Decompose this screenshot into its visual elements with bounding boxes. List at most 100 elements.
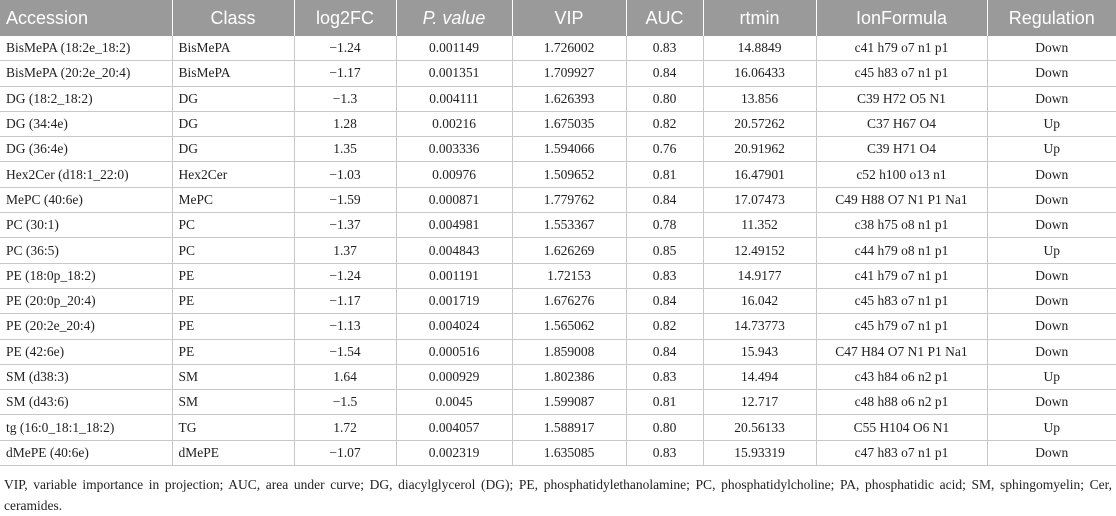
- cell-log2fc: −1.13: [294, 313, 397, 340]
- cell-regulation: Down: [987, 161, 1116, 188]
- cell-class: dMePE: [172, 440, 295, 467]
- cell-accession: PC (36:5): [0, 237, 173, 264]
- cell-accession: PE (18:0p_18:2): [0, 263, 173, 289]
- cell-ionformula: c45 h79 o7 n1 p1: [816, 313, 988, 340]
- cell-class: DG: [172, 86, 295, 112]
- cell-auc: 0.83: [626, 36, 704, 62]
- cell-vip: 1.859008: [512, 339, 627, 365]
- cell-accession: DG (34:4e): [0, 111, 173, 138]
- cell-rtmin: 16.47901: [703, 161, 817, 188]
- cell-regulation: Up: [987, 414, 1116, 441]
- cell-rtmin: 16.042: [703, 288, 817, 315]
- cell-ionformula: C47 H84 O7 N1 P1 Na1: [816, 339, 988, 365]
- cell-auc: 0.82: [626, 313, 704, 340]
- cell-p-value: 0.00976: [396, 161, 513, 188]
- cell-auc: 0.84: [626, 60, 704, 87]
- table-row: DG (34:4e) DG 1.28 0.00216 1.675035 0.82 20.57…: [0, 111, 1116, 138]
- cell-ionformula: C49 H88 O7 N1 P1 Na1: [816, 187, 988, 214]
- cell-vip: 1.565062: [512, 313, 627, 340]
- cell-class: BisMePA: [172, 36, 295, 62]
- cell-vip: 1.802386: [512, 364, 627, 391]
- cell-p-value: 0.001719: [396, 288, 513, 315]
- table-row: BisMePA (18:2e_18:2) BisMePA −1.24 0.001149…: [0, 36, 1116, 62]
- cell-rtmin: 20.57262: [703, 111, 817, 138]
- cell-class: PC: [172, 212, 295, 239]
- table-row: Hex2Cer (d18:1_22:0) Hex2Cer −1.03 0.00976 1…: [0, 161, 1116, 188]
- cell-p-value: 0.001351: [396, 60, 513, 87]
- table-row: BisMePA (20:2e_20:4) BisMePA −1.17 0.001351…: [0, 60, 1116, 87]
- cell-regulation: Up: [987, 136, 1116, 163]
- cell-ionformula: c45 h83 o7 n1 p1: [816, 60, 988, 87]
- cell-accession: MePC (40:6e): [0, 187, 173, 214]
- cell-log2fc: −1.37: [294, 212, 397, 239]
- cell-class: PC: [172, 237, 295, 264]
- cell-auc: 0.80: [626, 414, 704, 441]
- cell-ionformula: c45 h83 o7 n1 p1: [816, 288, 988, 315]
- table-row: dMePE (40:6e) dMePE −1.07 0.002319 1.635085 0…: [0, 440, 1116, 467]
- cell-vip: 1.676276: [512, 288, 627, 315]
- cell-vip: 1.626269: [512, 237, 627, 264]
- cell-accession: DG (36:4e): [0, 136, 173, 163]
- table-row: PE (18:0p_18:2) PE −1.24 0.001191 1.72153 0.8…: [0, 263, 1116, 289]
- cell-rtmin: 11.352: [703, 212, 817, 239]
- cell-p-value: 0.00216: [396, 111, 513, 138]
- header-accession: Accession: [0, 0, 173, 36]
- cell-regulation: Down: [987, 212, 1116, 239]
- cell-class: MePC: [172, 187, 295, 214]
- cell-p-value: 0.004981: [396, 212, 513, 239]
- cell-log2fc: −1.24: [294, 36, 397, 62]
- cell-log2fc: −1.5: [294, 389, 397, 416]
- cell-p-value: 0.000871: [396, 187, 513, 214]
- header-auc: AUC: [626, 0, 704, 36]
- cell-log2fc: −1.17: [294, 288, 397, 315]
- cell-vip: 1.626393: [512, 86, 627, 112]
- cell-ionformula: c47 h83 o7 n1 p1: [816, 440, 988, 467]
- cell-rtmin: 15.943: [703, 339, 817, 365]
- cell-auc: 0.84: [626, 187, 704, 214]
- cell-vip: 1.588917: [512, 414, 627, 441]
- cell-p-value: 0.004057: [396, 414, 513, 441]
- cell-auc: 0.84: [626, 288, 704, 315]
- cell-ionformula: c43 h84 o6 n2 p1: [816, 364, 988, 391]
- cell-class: PE: [172, 288, 295, 315]
- cell-rtmin: 20.56133: [703, 414, 817, 441]
- header-rtmin: rtmin: [703, 0, 817, 36]
- cell-auc: 0.85: [626, 237, 704, 264]
- cell-log2fc: −1.54: [294, 339, 397, 365]
- cell-rtmin: 20.91962: [703, 136, 817, 163]
- cell-accession: PE (20:0p_20:4): [0, 288, 173, 315]
- cell-rtmin: 15.93319: [703, 440, 817, 467]
- table-row: PC (36:5) PC 1.37 0.004843 1.626269 0.85 12.49…: [0, 237, 1116, 264]
- cell-accession: BisMePA (18:2e_18:2): [0, 36, 173, 62]
- cell-p-value: 0.000516: [396, 339, 513, 365]
- table-row: PE (42:6e) PE −1.54 0.000516 1.859008 0.84 15.…: [0, 339, 1116, 365]
- cell-log2fc: −1.17: [294, 60, 397, 87]
- cell-auc: 0.78: [626, 212, 704, 239]
- cell-accession: BisMePA (20:2e_20:4): [0, 60, 173, 87]
- cell-accession: Hex2Cer (d18:1_22:0): [0, 161, 173, 188]
- cell-accession: dMePE (40:6e): [0, 440, 173, 467]
- cell-auc: 0.84: [626, 339, 704, 365]
- cell-log2fc: −1.03: [294, 161, 397, 188]
- cell-class: Hex2Cer: [172, 161, 295, 188]
- cell-p-value: 0.0045: [396, 389, 513, 416]
- cell-regulation: Up: [987, 111, 1116, 138]
- cell-class: DG: [172, 111, 295, 138]
- cell-class: PE: [172, 263, 295, 289]
- cell-ionformula: C39 H71 O4: [816, 136, 988, 163]
- cell-accession: tg (16:0_18:1_18:2): [0, 414, 173, 441]
- cell-rtmin: 16.06433: [703, 60, 817, 87]
- cell-ionformula: c44 h79 o8 n1 p1: [816, 237, 988, 264]
- lipid-table: Accession Class log2FC P. value VIP AUC …: [0, 0, 1116, 467]
- header-log2fc: log2FC: [294, 0, 397, 36]
- table-row: PE (20:2e_20:4) PE −1.13 0.004024 1.565062 0.…: [0, 313, 1116, 340]
- table-row: SM (d38:3) SM 1.64 0.000929 1.802386 0.83 14.4…: [0, 364, 1116, 391]
- cell-class: SM: [172, 364, 295, 391]
- cell-ionformula: c41 h79 o7 n1 p1: [816, 36, 988, 62]
- cell-ionformula: C55 H104 O6 N1: [816, 414, 988, 441]
- cell-log2fc: −1.3: [294, 86, 397, 112]
- cell-class: PE: [172, 313, 295, 340]
- header-row: Accession Class log2FC P. value VIP AUC …: [0, 0, 1116, 36]
- cell-accession: PE (42:6e): [0, 339, 173, 365]
